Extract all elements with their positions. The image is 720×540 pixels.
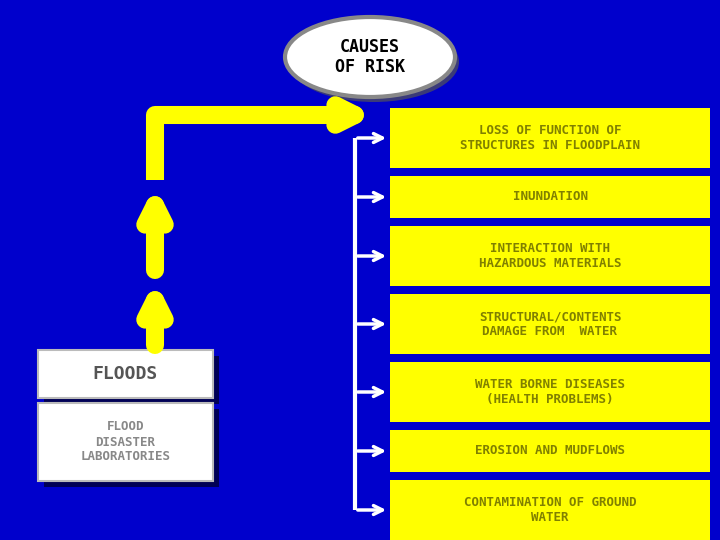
FancyBboxPatch shape — [148, 109, 161, 122]
FancyBboxPatch shape — [44, 356, 219, 404]
FancyBboxPatch shape — [390, 480, 710, 540]
FancyBboxPatch shape — [390, 176, 710, 218]
Text: WATER BORNE DISEASES
(HEALTH PROBLEMS): WATER BORNE DISEASES (HEALTH PROBLEMS) — [475, 378, 625, 406]
FancyBboxPatch shape — [390, 430, 710, 472]
FancyBboxPatch shape — [390, 108, 710, 168]
FancyBboxPatch shape — [44, 409, 219, 487]
Ellipse shape — [285, 17, 455, 97]
FancyBboxPatch shape — [38, 350, 213, 398]
Text: EROSION AND MUDFLOWS: EROSION AND MUDFLOWS — [475, 444, 625, 457]
FancyBboxPatch shape — [390, 294, 710, 354]
Text: INUNDATION: INUNDATION — [513, 191, 588, 204]
Text: CONTAMINATION OF GROUND
WATER: CONTAMINATION OF GROUND WATER — [464, 496, 636, 524]
Text: STRUCTURAL/CONTENTS
DAMAGE FROM  WATER: STRUCTURAL/CONTENTS DAMAGE FROM WATER — [479, 310, 621, 338]
FancyBboxPatch shape — [38, 403, 213, 481]
Ellipse shape — [289, 22, 459, 102]
Text: INTERACTION WITH
HAZARDOUS MATERIALS: INTERACTION WITH HAZARDOUS MATERIALS — [479, 242, 621, 270]
Text: CAUSES
OF RISK: CAUSES OF RISK — [335, 38, 405, 76]
Text: FLOODS: FLOODS — [93, 365, 158, 383]
Text: LOSS OF FUNCTION OF
STRUCTURES IN FLOODPLAIN: LOSS OF FUNCTION OF STRUCTURES IN FLOODP… — [460, 124, 640, 152]
FancyBboxPatch shape — [390, 226, 710, 286]
FancyBboxPatch shape — [390, 362, 710, 422]
Text: FLOOD
DISASTER
LABORATORIES: FLOOD DISASTER LABORATORIES — [81, 421, 171, 463]
Wedge shape — [148, 115, 161, 128]
